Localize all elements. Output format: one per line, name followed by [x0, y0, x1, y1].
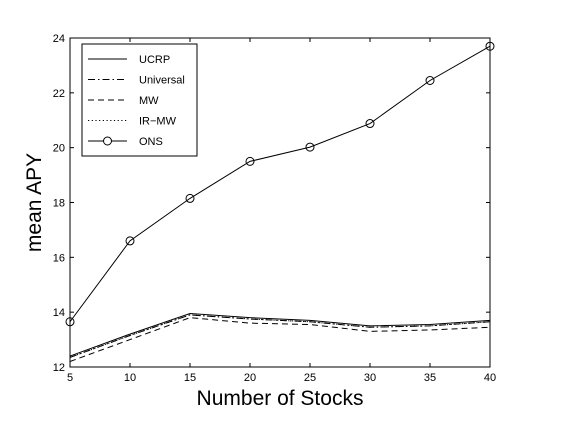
legend-label: IR−MW	[139, 116, 177, 128]
data-point	[185, 193, 195, 203]
legend-label: UCRP	[139, 54, 170, 66]
data-point	[305, 142, 315, 152]
x-tick-label: 15	[184, 372, 196, 384]
legend-label: MW	[139, 95, 159, 107]
y-tick-label: 14	[53, 307, 65, 319]
data-point	[245, 156, 255, 166]
x-tick-label: 30	[364, 372, 376, 384]
legend-item: IR−MW	[88, 116, 177, 128]
legend: UCRP Universal MW IR−MW ONS	[81, 43, 198, 157]
x-axis-title: Number of Stocks	[197, 387, 364, 410]
y-tick-label: 24	[53, 33, 65, 45]
series-line	[69, 317, 491, 362]
x-tick-label: 10	[124, 372, 136, 384]
series-ucrp	[69, 313, 491, 357]
legend-items: UCRP Universal MW IR−MW ONS	[88, 54, 185, 148]
series-mw	[69, 317, 491, 362]
data-point	[125, 236, 135, 246]
y-axis: 12 14 16 18 20 22 24	[53, 33, 490, 374]
data-point	[425, 75, 435, 85]
legend-item: UCRP	[88, 54, 170, 66]
x-tick-label: 35	[424, 372, 436, 384]
y-tick-label: 22	[53, 88, 65, 100]
series-line	[69, 313, 491, 357]
series-line	[69, 314, 491, 358]
data-point	[65, 317, 75, 327]
data-point	[365, 119, 375, 129]
series-ons	[65, 41, 495, 327]
y-tick-label: 18	[53, 198, 65, 210]
y-tick-label: 16	[53, 252, 65, 264]
series-line	[69, 45, 491, 323]
x-axis: 5 10 15 20 25 30 35 40	[67, 38, 496, 384]
data-point	[485, 41, 495, 51]
y-tick-label: 20	[53, 143, 65, 155]
legend-marker	[103, 136, 112, 146]
series-layer	[65, 41, 495, 362]
legend-label: ONS	[139, 136, 163, 148]
x-tick-label: 20	[244, 372, 256, 384]
legend-item: Universal	[88, 75, 185, 87]
y-tick-label: 12	[53, 362, 65, 374]
x-tick-label: 25	[304, 372, 316, 384]
y-axis-title: mean APY	[23, 153, 46, 252]
legend-item: ONS	[88, 136, 163, 148]
x-tick-label: 40	[484, 372, 496, 384]
legend-label: Universal	[139, 75, 185, 87]
series-ir-mw	[69, 314, 491, 358]
x-tick-label: 5	[67, 372, 73, 384]
legend-item: MW	[88, 95, 159, 107]
